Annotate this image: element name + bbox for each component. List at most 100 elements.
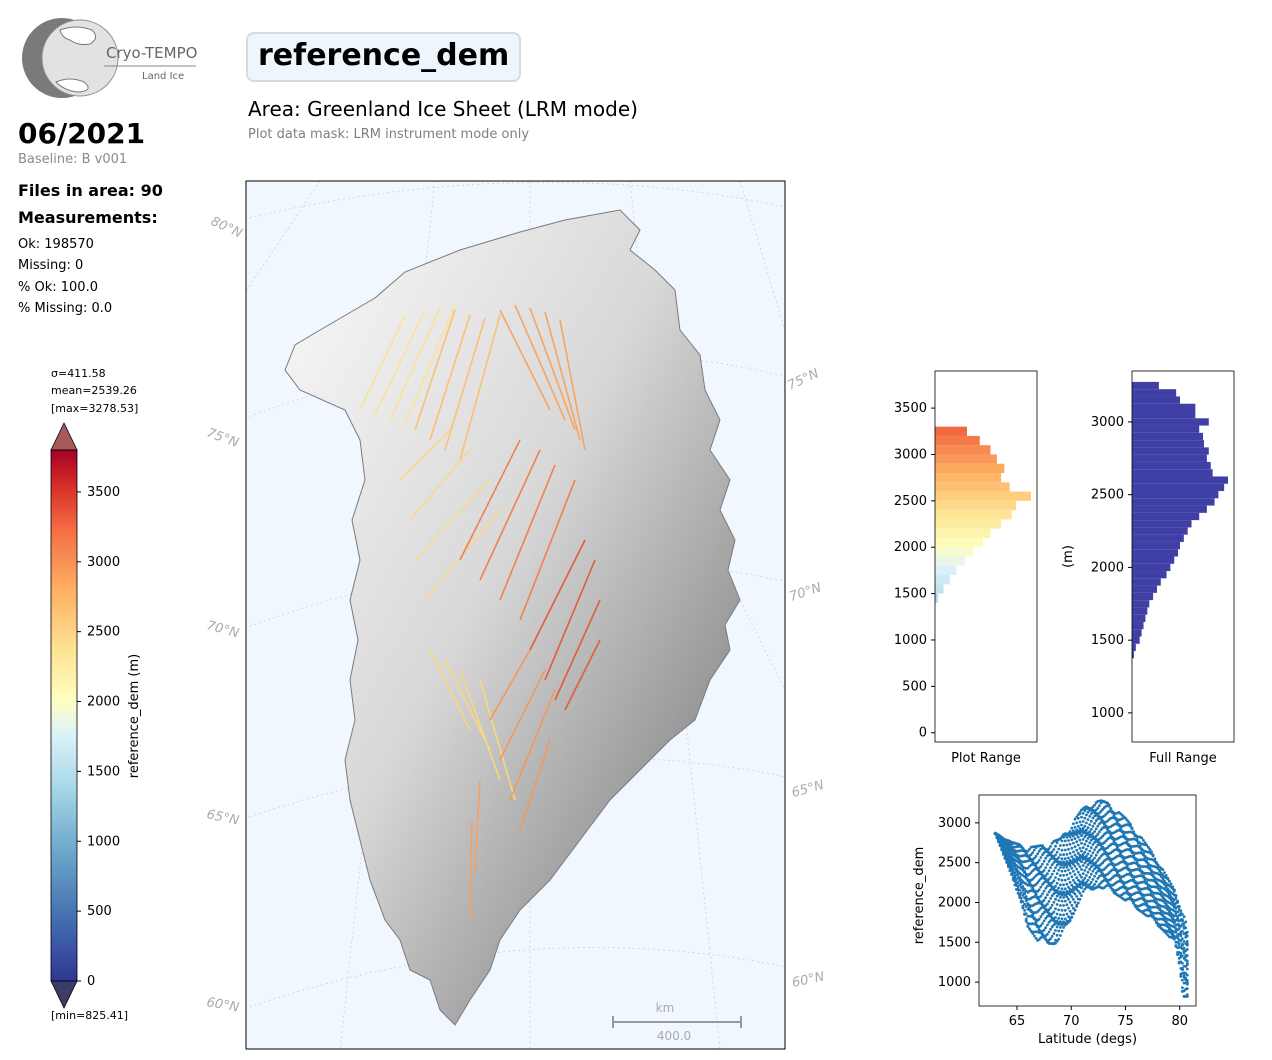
scatter-point bbox=[1060, 899, 1064, 903]
scatter-point bbox=[1073, 864, 1077, 868]
scatter-point bbox=[1049, 845, 1052, 848]
scatter-point bbox=[1073, 908, 1077, 912]
scatter-point bbox=[1024, 905, 1028, 908]
scatter-point bbox=[1047, 877, 1051, 881]
histogram-bar bbox=[935, 510, 1012, 520]
colorbar-tick-label: 3000 bbox=[87, 555, 120, 570]
scatter-point bbox=[1057, 868, 1061, 872]
scatter-point bbox=[1177, 927, 1181, 931]
scatter-point bbox=[1054, 916, 1057, 919]
histogram-tick-label: 1500 bbox=[1091, 633, 1124, 648]
scatter-point bbox=[1065, 865, 1069, 869]
scatter-point bbox=[1078, 891, 1082, 895]
scatter-point bbox=[1080, 815, 1083, 819]
scatter-point bbox=[1143, 841, 1147, 844]
scatter-point bbox=[1026, 902, 1030, 905]
scatter-point bbox=[1070, 903, 1074, 907]
scatter-point bbox=[1068, 859, 1072, 862]
scatter-point bbox=[1112, 814, 1116, 817]
colorbar-max-arrow bbox=[50, 422, 78, 451]
scatter-point bbox=[1024, 917, 1028, 921]
scatter-point bbox=[1067, 877, 1070, 881]
scatter-point bbox=[1019, 878, 1023, 882]
scatter-point bbox=[1054, 866, 1057, 870]
scatter-point bbox=[1179, 974, 1183, 978]
scatter-point bbox=[1091, 824, 1095, 828]
histogram-bar bbox=[1132, 614, 1146, 622]
scatter-point bbox=[1023, 909, 1026, 912]
scatter-point bbox=[1078, 847, 1082, 850]
scatter-point bbox=[1083, 816, 1087, 820]
scatter-point bbox=[1101, 834, 1105, 838]
scatter-point bbox=[1039, 924, 1043, 928]
scatter-point bbox=[1021, 847, 1025, 851]
scatter-point bbox=[1063, 917, 1067, 921]
scatter-point bbox=[1081, 812, 1085, 815]
scatter-point bbox=[1039, 865, 1043, 868]
scatter-point bbox=[1176, 910, 1179, 914]
scatter-point bbox=[1039, 856, 1043, 859]
scatter-point bbox=[1181, 961, 1184, 965]
scatter-point bbox=[1026, 925, 1030, 928]
histogram-bar bbox=[1132, 498, 1215, 506]
scatter-point bbox=[1037, 917, 1041, 921]
map-frame bbox=[245, 180, 786, 1050]
scatter-point bbox=[1080, 823, 1083, 827]
scatter-point bbox=[1041, 862, 1044, 866]
scatter-point bbox=[1057, 856, 1061, 859]
scatter-point bbox=[1083, 824, 1087, 828]
colorbar-tick-label: 2500 bbox=[87, 625, 120, 640]
scatter-point bbox=[1181, 942, 1184, 946]
scatter-point bbox=[1063, 839, 1067, 843]
scatter-point bbox=[1065, 835, 1069, 839]
scatter-point bbox=[1067, 832, 1070, 835]
scatter-point bbox=[1083, 850, 1087, 854]
scatter-point bbox=[1044, 916, 1048, 920]
histogram-tick-label: 500 bbox=[902, 679, 927, 694]
histogram-bar bbox=[935, 491, 1031, 501]
scatter-point bbox=[1075, 903, 1079, 907]
scatter-point bbox=[1044, 866, 1048, 869]
scatter-point bbox=[1172, 888, 1176, 892]
scatter-point bbox=[1073, 825, 1077, 829]
scatter-point bbox=[1164, 885, 1168, 888]
scatter-point bbox=[1184, 926, 1188, 930]
scatter-point bbox=[1021, 904, 1025, 908]
scatter-point bbox=[1181, 966, 1184, 970]
scatter-point bbox=[1070, 838, 1074, 842]
scatter-point bbox=[1122, 858, 1126, 862]
histogram-bar bbox=[1132, 556, 1175, 564]
scatter-point bbox=[1059, 860, 1062, 864]
scatter-point bbox=[1179, 951, 1183, 955]
scatter-point bbox=[1060, 869, 1064, 873]
scatter-point bbox=[1185, 981, 1189, 985]
scatter-point bbox=[1169, 882, 1173, 886]
scatter-point bbox=[1059, 874, 1062, 877]
scatter-point bbox=[1158, 888, 1162, 891]
scatter-point bbox=[1059, 896, 1062, 899]
scatter-point bbox=[1112, 839, 1116, 843]
scatter-point bbox=[1042, 898, 1046, 902]
scatter-point bbox=[1060, 835, 1064, 838]
scatter-point bbox=[1129, 871, 1132, 875]
scatter-point bbox=[1085, 854, 1088, 858]
scatter-point bbox=[1063, 887, 1067, 891]
histogram-tick-label: 2500 bbox=[1091, 488, 1124, 503]
scatter-point bbox=[1101, 861, 1105, 865]
scatter-point bbox=[1156, 863, 1160, 867]
scatter-point bbox=[1065, 903, 1069, 907]
scatter-point bbox=[1179, 924, 1183, 928]
histogram-bar bbox=[1132, 541, 1180, 550]
scatter-point bbox=[1059, 934, 1062, 937]
scatter-point bbox=[1049, 875, 1052, 879]
scatter-point bbox=[1088, 849, 1092, 853]
scatter-point bbox=[1174, 907, 1178, 910]
scatter-point bbox=[1059, 920, 1062, 923]
histogram-bar bbox=[1132, 571, 1167, 579]
scatter-point bbox=[1174, 894, 1178, 898]
scatter-xtick-label: 70 bbox=[1063, 1014, 1080, 1029]
histogram-bar bbox=[935, 454, 997, 464]
scatter-point bbox=[1055, 841, 1059, 845]
scatter-point bbox=[1106, 854, 1109, 858]
scatter-point bbox=[1059, 853, 1062, 857]
